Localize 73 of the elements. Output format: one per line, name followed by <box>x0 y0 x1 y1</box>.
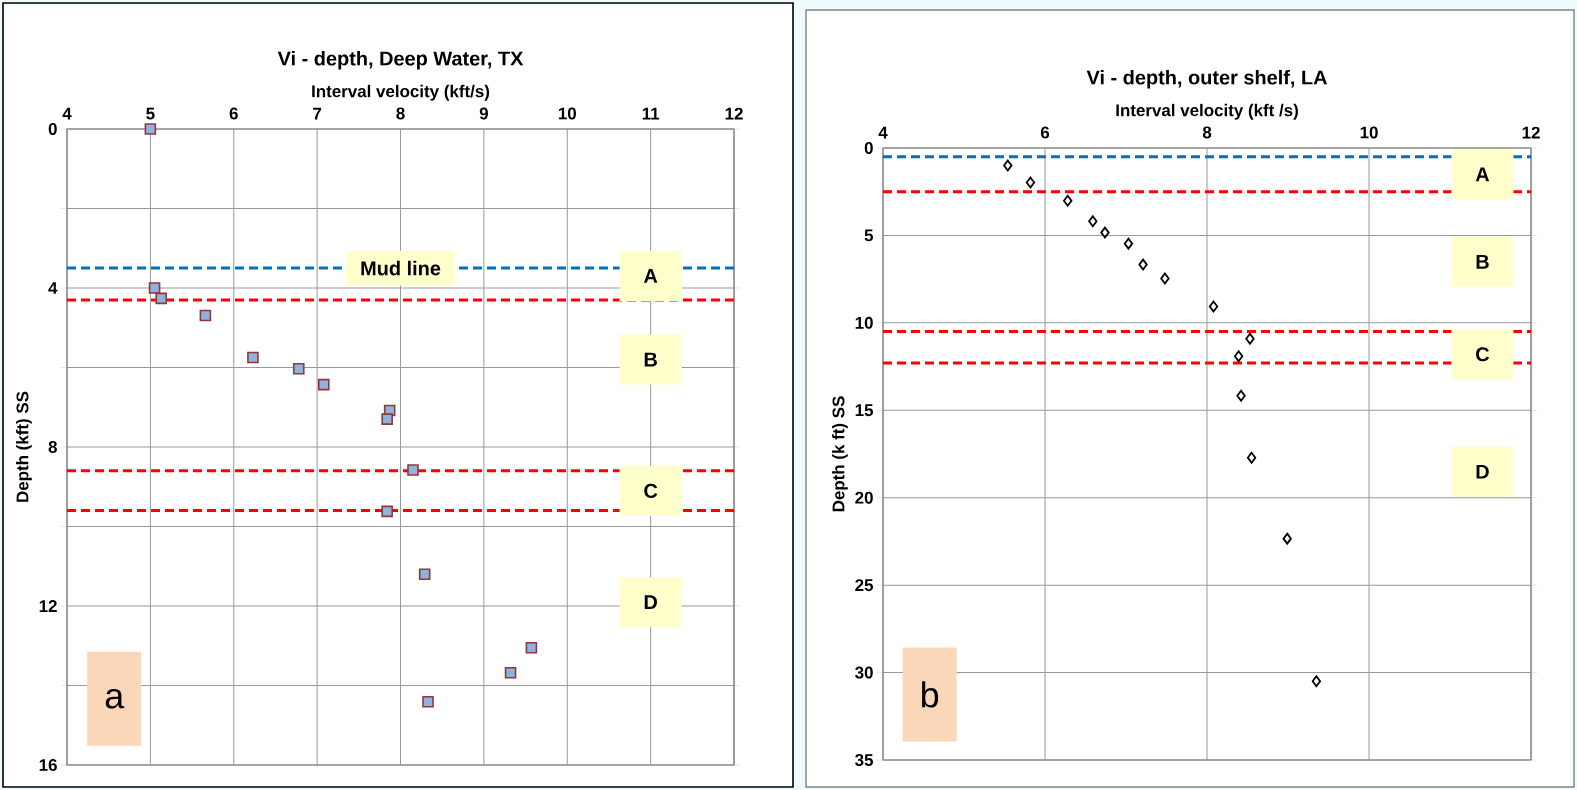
annotation: D <box>644 595 657 610</box>
y-tick-label: 25 <box>855 579 874 592</box>
point <box>1123 237 1134 250</box>
y-tick-label: 16 <box>39 759 57 772</box>
y-tick-label: 8 <box>48 441 57 453</box>
x-tick-label: 4 <box>62 107 72 120</box>
x-tick-label: 6 <box>1040 126 1050 139</box>
y-tick-label: 20 <box>855 491 873 504</box>
point <box>381 505 393 518</box>
annotation: b <box>922 681 939 708</box>
annotation: D <box>1476 464 1489 479</box>
annotation: B <box>1476 254 1489 269</box>
ref-line-label: Mud line <box>361 260 441 276</box>
x-tick-label: 10 <box>558 107 576 120</box>
point <box>1025 176 1036 189</box>
point <box>1088 215 1098 228</box>
point <box>1236 389 1246 402</box>
point <box>1245 332 1255 345</box>
point <box>148 282 161 294</box>
annotation: C <box>1476 347 1490 362</box>
annotation: A <box>1475 167 1490 182</box>
x-axis-title: Interval velocity (kft/s) <box>312 84 490 101</box>
point <box>1100 226 1110 239</box>
y-tick-label: 30 <box>855 666 873 679</box>
point <box>1003 159 1013 172</box>
annotation: A <box>643 269 658 283</box>
y-tick-label: 15 <box>855 404 874 417</box>
x-tick-label: 10 <box>1360 126 1378 139</box>
point <box>247 351 259 364</box>
annotation: a <box>105 688 125 709</box>
point <box>1138 258 1148 271</box>
y-tick-label: 10 <box>855 316 873 329</box>
annotation: B <box>644 352 657 367</box>
y-tick-label: 0 <box>864 141 873 154</box>
y-axis-title: Depth (kft) SS <box>16 391 32 502</box>
x-tick-label: 5 <box>146 107 155 120</box>
point <box>1063 194 1073 207</box>
point <box>525 641 538 654</box>
point <box>1160 272 1170 285</box>
x-tick-label: 9 <box>479 107 488 120</box>
x-tick-label: 4 <box>878 126 888 139</box>
point <box>504 666 517 679</box>
y-tick-label: 0 <box>48 122 57 135</box>
x-tick-label: 7 <box>313 107 322 120</box>
x-tick-label: 8 <box>396 107 405 120</box>
point <box>155 292 168 305</box>
x-tick-label: 12 <box>1522 126 1540 139</box>
y-tick-label: 5 <box>864 229 874 242</box>
x-axis-title: Interval velocity (kft /s) <box>1116 103 1298 120</box>
point <box>1208 300 1219 313</box>
point <box>199 309 212 322</box>
y-tick-label: 35 <box>855 754 874 767</box>
point <box>318 378 330 391</box>
chart-title: Vi - depth, Deep Water, TX <box>277 50 524 70</box>
x-tick-label: 6 <box>229 107 238 120</box>
y-tick-label: 4 <box>48 282 58 294</box>
point <box>418 568 431 580</box>
y-tick-label: 12 <box>39 600 57 612</box>
point <box>1246 451 1257 464</box>
point <box>1282 532 1292 545</box>
point <box>144 123 157 135</box>
point <box>422 696 434 708</box>
point <box>381 413 393 425</box>
point <box>292 362 305 375</box>
point <box>1233 350 1244 363</box>
chart-title: Vi - depth, outer shelf, LA <box>1086 69 1327 89</box>
x-tick-label: 12 <box>725 107 743 120</box>
y-axis-title: Depth (k ft) SS <box>832 396 848 512</box>
point <box>1311 675 1322 688</box>
annotation: C <box>644 483 658 498</box>
x-tick-label: 8 <box>1202 126 1212 139</box>
x-tick-label: 11 <box>642 107 660 120</box>
point <box>407 464 419 476</box>
